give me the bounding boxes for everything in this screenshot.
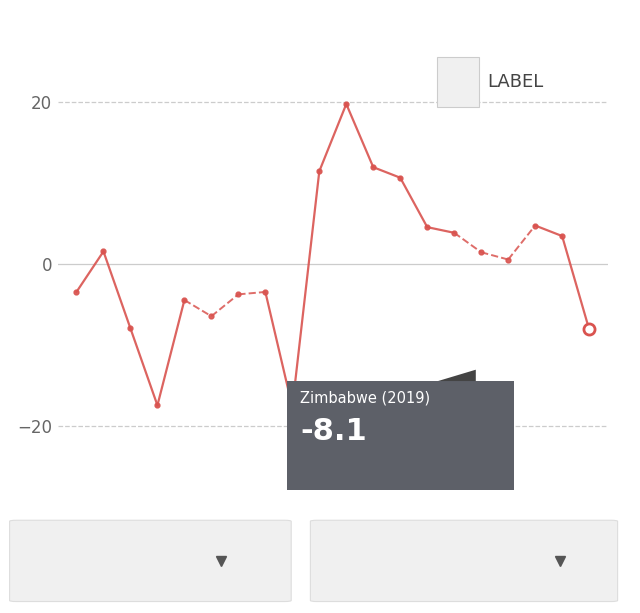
- FancyBboxPatch shape: [437, 57, 479, 107]
- FancyBboxPatch shape: [310, 520, 618, 601]
- Text: 2000: 2000: [51, 546, 129, 576]
- FancyBboxPatch shape: [10, 520, 291, 601]
- Text: 2019: 2019: [367, 546, 445, 576]
- Text: -8.1: -8.1: [300, 417, 367, 446]
- Polygon shape: [287, 381, 513, 490]
- Text: LABEL: LABEL: [487, 73, 543, 91]
- Text: Zimbabwe (2019): Zimbabwe (2019): [300, 390, 431, 406]
- Polygon shape: [438, 370, 476, 381]
